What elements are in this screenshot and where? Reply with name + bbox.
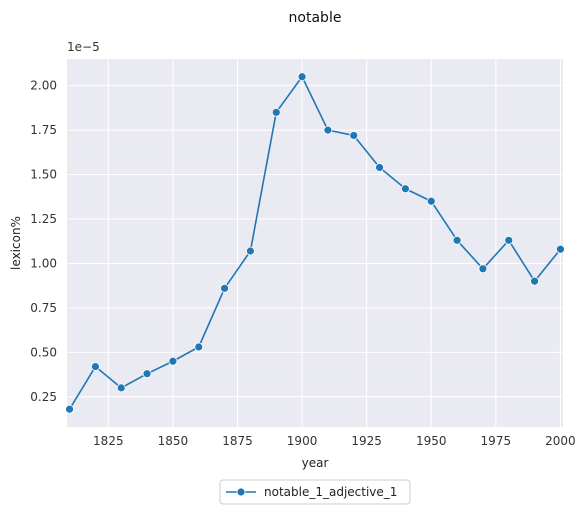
y-offset-label: 1e−5 xyxy=(67,40,100,54)
data-point xyxy=(91,362,100,371)
y-tick-label: 1.00 xyxy=(30,256,57,270)
x-axis-label: year xyxy=(302,456,329,470)
data-point xyxy=(556,244,565,254)
data-point xyxy=(194,342,204,352)
legend-box xyxy=(219,479,411,505)
data-point xyxy=(323,125,333,135)
x-tick-label: 1925 xyxy=(351,434,382,448)
x-tick-label: 1825 xyxy=(93,434,124,448)
x-tick-label: 1850 xyxy=(158,434,189,448)
y-tick-label: 1.50 xyxy=(30,168,57,182)
y-tick-label: 0.25 xyxy=(30,390,57,404)
data-point xyxy=(504,235,514,245)
data-point xyxy=(349,131,359,140)
y-axis-label: lexicon% xyxy=(9,216,23,270)
data-point xyxy=(452,235,462,245)
data-point xyxy=(478,264,488,274)
data-point xyxy=(530,276,539,286)
data-point xyxy=(168,356,178,366)
legend: notable_1_adjective_1 xyxy=(219,479,411,505)
legend-marker-swatch xyxy=(236,487,246,497)
x-tick-label: 1975 xyxy=(481,434,512,448)
chart-title: notable xyxy=(289,10,342,26)
x-tick-label: 2000 xyxy=(545,434,576,448)
grid-lines xyxy=(67,59,563,427)
data-point xyxy=(426,196,436,206)
series-line xyxy=(68,75,562,410)
y-tick-label: 1.25 xyxy=(30,212,57,226)
series-group xyxy=(65,72,565,414)
y-tick-label: 2.00 xyxy=(30,79,57,93)
x-tick-labels: 1825 1850 1875 1900 1925 1950 1975 2000 xyxy=(93,434,576,448)
data-point xyxy=(65,404,74,414)
x-tick-label: 1875 xyxy=(222,434,253,448)
data-point xyxy=(271,107,281,117)
data-point xyxy=(142,369,152,379)
data-point xyxy=(401,184,410,194)
data-point xyxy=(375,163,384,172)
x-tick-label: 1900 xyxy=(287,434,318,448)
plot-area xyxy=(67,59,563,427)
y-tick-label: 1.75 xyxy=(30,123,57,137)
y-tick-label: 0.75 xyxy=(30,301,57,315)
y-tick-label: 0.50 xyxy=(30,345,57,359)
legend-label: notable_1_adjective_1 xyxy=(264,485,397,499)
data-point xyxy=(297,72,307,82)
y-tick-labels: 0.25 0.50 0.75 1.00 1.25 1.50 1.75 2.00 xyxy=(30,79,57,404)
x-tick-label: 1950 xyxy=(416,434,447,448)
data-point xyxy=(116,383,126,393)
data-point xyxy=(220,283,229,293)
data-point xyxy=(246,246,255,256)
